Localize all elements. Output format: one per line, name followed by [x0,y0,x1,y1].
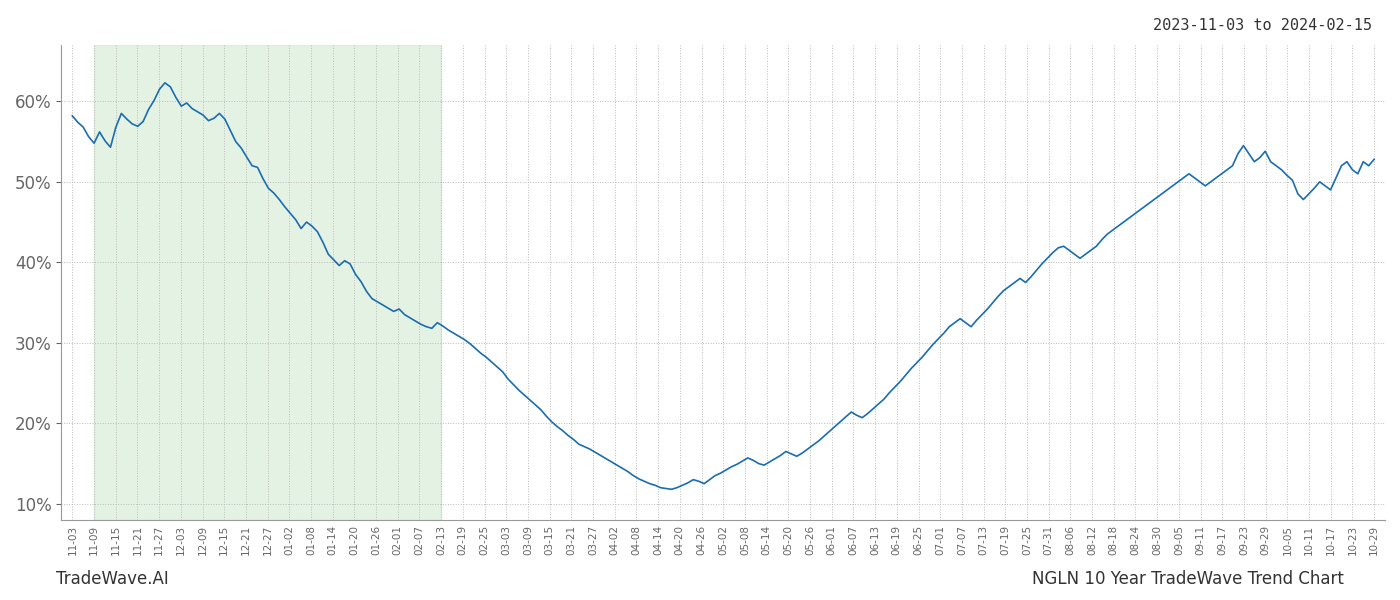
Text: TradeWave.AI: TradeWave.AI [56,570,169,588]
Text: NGLN 10 Year TradeWave Trend Chart: NGLN 10 Year TradeWave Trend Chart [1032,570,1344,588]
Text: 2023-11-03 to 2024-02-15: 2023-11-03 to 2024-02-15 [1154,18,1372,33]
Bar [94,45,441,520]
